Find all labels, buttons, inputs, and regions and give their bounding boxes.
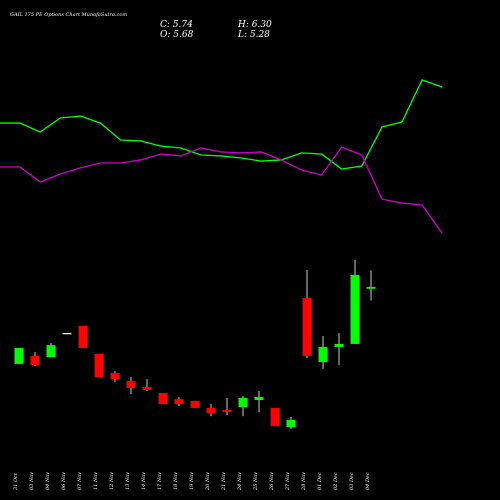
x-tick-label: 18 Nov [173,472,179,490]
x-tick-label: 31 Oct [13,472,19,490]
x-tick-label: 21 Nov [221,472,227,491]
candle-body [318,346,328,363]
candle-body [206,407,216,413]
x-tick-label: 24 Nov [237,472,243,491]
x-tick-label: 03 Nov [29,472,35,490]
candle-body [286,419,296,428]
ohlc-open: O: 5.68 [160,30,194,40]
x-tick-label: 04 Nov [45,472,51,490]
candle-body [158,392,168,405]
candle-body [302,298,312,356]
ohlc-low: L: 5.28 [237,30,270,40]
candle-body [142,387,152,391]
ohlc-close: C: 5.74 [160,20,193,30]
candle-body [254,397,264,401]
candle-body [62,333,72,335]
candle-body [366,286,376,289]
candle-body [190,400,200,408]
candle-body [30,355,40,366]
candle-body [238,397,248,408]
candle-body [334,343,344,347]
candle-body [78,326,88,349]
x-tick-label: 02 Dec [333,472,339,490]
candle-body [94,353,104,378]
x-tick-label: 28 Nov [301,472,307,491]
candle-body [174,399,184,405]
x-tick-label: 26 Nov [269,472,275,491]
x-tick-label: 01 Dec [317,472,323,490]
candle-body [110,372,120,380]
indicator-line [0,146,443,234]
x-tick-label: 25 Nov [253,472,259,491]
ohlc-high: H: 6.30 [237,20,272,30]
x-tick-label: 19 Nov [189,472,195,490]
x-tick-label: 14 Nov [141,472,147,490]
candle-body [270,407,280,427]
candle-body [350,274,360,344]
x-tick-label: 17 Nov [157,472,163,490]
candle-body [46,345,56,358]
x-tick-label: 11 Nov [93,472,99,490]
x-tick-label: 20 Nov [205,472,211,491]
x-tick-label: 04 Dec [365,472,371,490]
x-tick-label: 13 Nov [125,472,131,490]
x-tick-label: 27 Nov [285,472,291,491]
candle-body [14,348,24,364]
x-tick-label: 03 Dec [349,472,355,490]
chart-title: GAIL 175 PE Options Chart MunafaSutra.co… [10,12,127,18]
x-tick-label: 12 Nov [109,472,115,490]
x-tick-label: 06 Nov [61,472,67,490]
candle-body [222,409,232,413]
x-tick-label: 07 Nov [77,472,83,490]
candle-body [126,380,136,388]
indicator-line [0,79,443,170]
